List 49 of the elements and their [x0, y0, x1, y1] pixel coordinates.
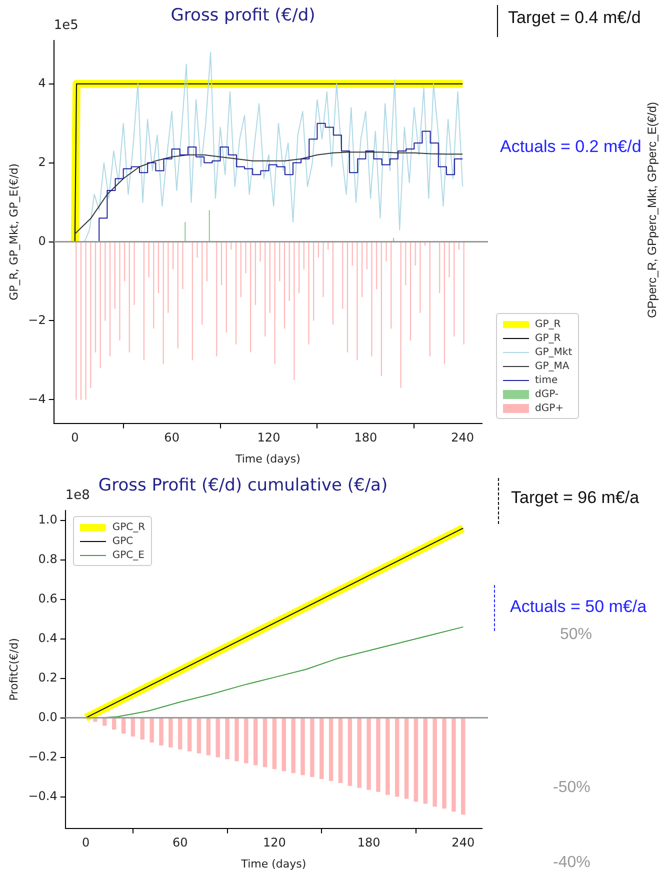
x-tick-label: 0 [82, 836, 90, 850]
x-tick-label: 120 [257, 430, 280, 445]
y-tick-label: 4 [38, 76, 46, 90]
y-axis-title: GP_R, GP_Mkt, GP_E(€/d) [7, 163, 20, 300]
text: Actuals = 0.2 m€/d [500, 137, 642, 157]
text: 1e8 [65, 488, 90, 504]
chart-title: Gross profit (€/d) [170, 6, 316, 26]
x-axis-title: Time (days) [234, 452, 300, 466]
legend-label: GP_R [535, 318, 561, 330]
y-tick-label: 0.6 [38, 591, 58, 606]
legend-label: GPC_R [112, 522, 146, 533]
legend-label: dGP+ [535, 402, 564, 414]
legend-label: GP_Mkt [535, 346, 572, 358]
y-tick-label: 0 [38, 234, 46, 248]
x-tick-label: 240 [452, 836, 475, 850]
text: -50% [553, 779, 590, 797]
y-tick-label: 1.0 [38, 512, 58, 526]
y-tick-label: 2 [38, 154, 46, 169]
text: Target = 0.4 m€/d [508, 8, 641, 28]
y-tick-label: 0.4 [38, 630, 58, 645]
x-tick-label: 60 [172, 836, 188, 850]
legend-label: GP_MA [535, 360, 570, 372]
y-tick-label: 0.8 [38, 552, 58, 566]
x-tick-label: 0 [71, 430, 79, 445]
x-tick-label: 180 [357, 836, 380, 850]
y-tick-label: 0.0 [38, 710, 58, 724]
x-tick-label: 120 [263, 836, 286, 850]
y-tick-label: −0.4 [28, 788, 58, 803]
y2-axis-title: GPperc_R, GPperc_Mkt, GPperc_E(€/d) [645, 102, 660, 318]
x-tick-label: 240 [451, 430, 474, 445]
legend-label: GPC_E [112, 550, 144, 561]
y-tick-label: 0.2 [38, 670, 58, 684]
legend-label: GP_R [535, 332, 561, 344]
x-tick-label: 60 [164, 430, 180, 445]
legend-label: GPC [112, 536, 134, 547]
text: Actuals = 50 m€/a [510, 597, 647, 617]
text: 1e5 [54, 18, 78, 34]
x-axis-title: Time (days) [240, 857, 306, 870]
text: Target = 96 m€/a [511, 488, 640, 508]
chart-title: Gross Profit (€/d) cumulative (€/a) [98, 476, 388, 496]
y-tick-label: −4 [28, 392, 46, 406]
y-axis-title: ProfitC(€/d) [7, 638, 20, 701]
text: -40% [553, 854, 590, 872]
legend-label: dGP- [535, 388, 559, 400]
text: 50% [560, 626, 592, 644]
y-tick-label: −0.2 [28, 749, 58, 764]
legend-label: time [535, 374, 558, 386]
x-tick-label: 180 [354, 430, 378, 445]
y-tick-label: −2 [28, 312, 46, 327]
